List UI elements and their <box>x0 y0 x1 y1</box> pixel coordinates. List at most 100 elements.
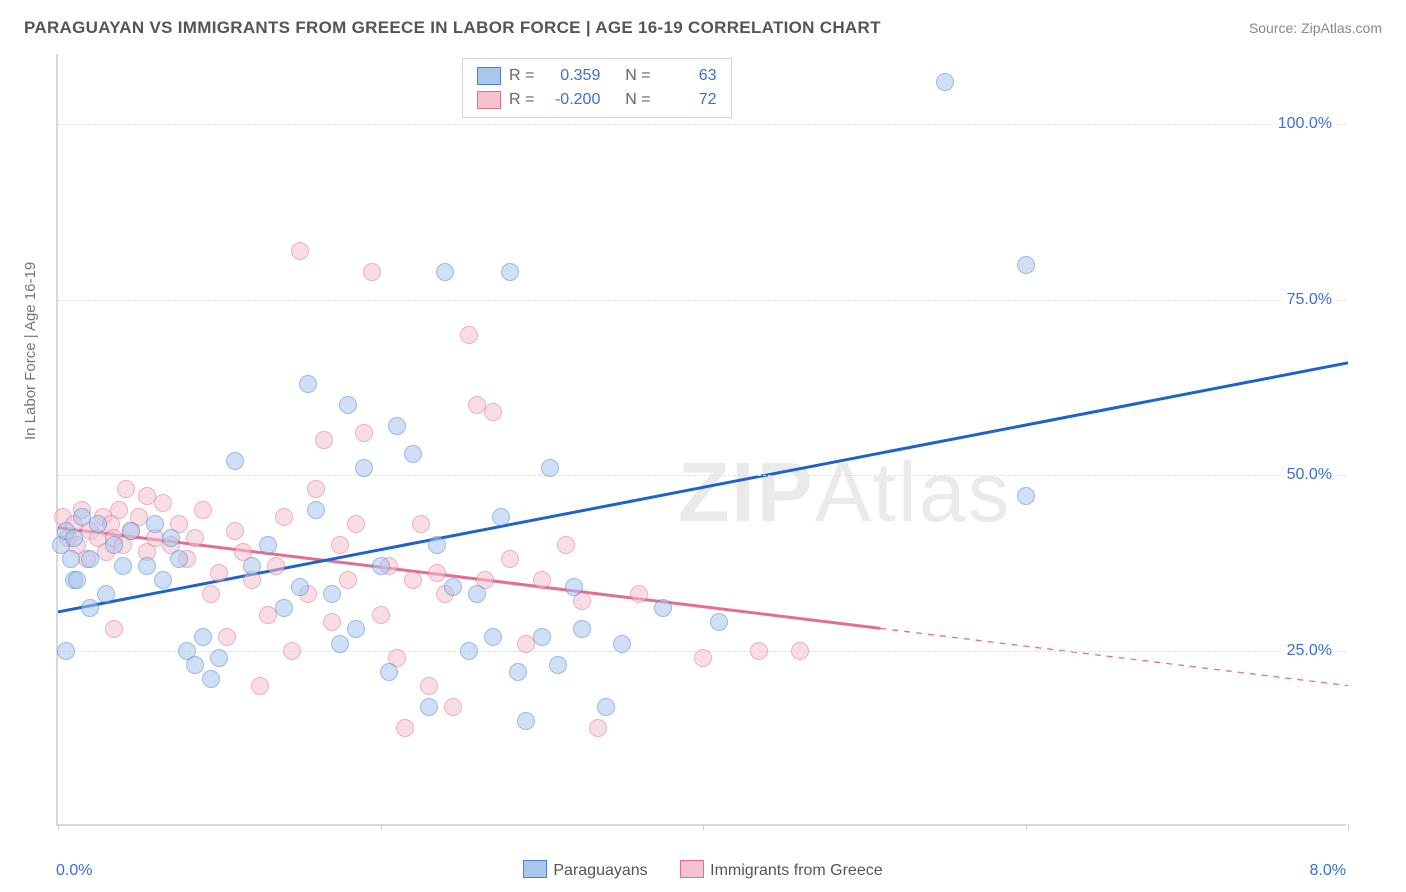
scatter-point-paraguayans <box>226 452 244 470</box>
scatter-point-greece <box>202 585 220 603</box>
scatter-point-paraguayans <box>307 501 325 519</box>
y-tick-label: 100.0% <box>1274 115 1336 133</box>
scatter-point-greece <box>218 628 236 646</box>
scatter-point-greece <box>428 564 446 582</box>
scatter-point-paraguayans <box>347 620 365 638</box>
scatter-point-paraguayans <box>162 529 180 547</box>
scatter-point-paraguayans <box>81 599 99 617</box>
x-tick-mark <box>1348 824 1349 830</box>
trendline <box>58 528 880 629</box>
trendline <box>880 628 1348 685</box>
scatter-point-paraguayans <box>243 557 261 575</box>
scatter-point-paraguayans <box>339 396 357 414</box>
scatter-point-greece <box>750 642 768 660</box>
scatter-point-paraguayans <box>517 712 535 730</box>
gridline <box>58 124 1346 125</box>
scatter-point-paraguayans <box>122 522 140 540</box>
scatter-point-paraguayans <box>1017 487 1035 505</box>
r-value-a: 0.359 <box>542 64 600 88</box>
scatter-point-paraguayans <box>259 536 277 554</box>
scatter-point-paraguayans <box>57 642 75 660</box>
swatch-paraguayans-icon <box>477 67 501 85</box>
correlation-legend: R = 0.359 N = 63 R = -0.200 N = 72 <box>462 58 732 118</box>
scatter-point-paraguayans <box>194 628 212 646</box>
scatter-point-paraguayans <box>565 578 583 596</box>
swatch-greece-icon <box>680 860 704 878</box>
scatter-point-paraguayans <box>1017 256 1035 274</box>
scatter-point-greece <box>501 550 519 568</box>
scatter-point-paraguayans <box>436 263 454 281</box>
source-label: Source: ZipAtlas.com <box>1249 20 1382 36</box>
series-legend: Paraguayans Immigrants from Greece <box>0 860 1406 880</box>
scatter-point-paraguayans <box>533 628 551 646</box>
scatter-point-greece <box>630 585 648 603</box>
scatter-point-greece <box>420 677 438 695</box>
scatter-point-paraguayans <box>323 585 341 603</box>
scatter-point-paraguayans <box>541 459 559 477</box>
n-value-b: 72 <box>659 88 717 112</box>
scatter-point-greece <box>791 642 809 660</box>
scatter-point-paraguayans <box>170 550 188 568</box>
scatter-point-greece <box>105 620 123 638</box>
chart-title: PARAGUAYAN VS IMMIGRANTS FROM GREECE IN … <box>24 18 881 38</box>
scatter-point-greece <box>363 263 381 281</box>
scatter-point-greece <box>347 515 365 533</box>
scatter-point-paraguayans <box>105 536 123 554</box>
scatter-point-greece <box>154 494 172 512</box>
scatter-point-paraguayans <box>613 635 631 653</box>
scatter-point-greece <box>186 529 204 547</box>
x-tick-min: 0.0% <box>56 862 92 880</box>
scatter-point-paraguayans <box>380 663 398 681</box>
legend-row-a: R = 0.359 N = 63 <box>477 64 717 88</box>
watermark: ZIPAtlas <box>678 444 1011 541</box>
scatter-point-paraguayans <box>355 459 373 477</box>
scatter-point-greece <box>404 571 422 589</box>
scatter-point-greece <box>396 719 414 737</box>
x-tick-mark <box>1026 824 1027 830</box>
swatch-paraguayans-icon <box>523 860 547 878</box>
scatter-point-paraguayans <box>89 515 107 533</box>
scatter-point-greece <box>412 515 430 533</box>
scatter-point-paraguayans <box>460 642 478 660</box>
scatter-plot: ZIPAtlas R = 0.359 N = 63 R = -0.200 N =… <box>56 54 1346 826</box>
scatter-point-paraguayans <box>468 585 486 603</box>
y-axis-label: In Labor Force | Age 16-19 <box>22 262 39 440</box>
scatter-point-paraguayans <box>428 536 446 554</box>
scatter-point-paraguayans <box>68 571 86 589</box>
scatter-point-greece <box>484 403 502 421</box>
scatter-point-paraguayans <box>81 550 99 568</box>
scatter-point-paraguayans <box>372 557 390 575</box>
scatter-point-paraguayans <box>331 635 349 653</box>
scatter-point-paraguayans <box>501 263 519 281</box>
scatter-point-greece <box>267 557 285 575</box>
scatter-point-paraguayans <box>65 529 83 547</box>
scatter-point-greece <box>557 536 575 554</box>
scatter-point-paraguayans <box>275 599 293 617</box>
scatter-point-greece <box>339 571 357 589</box>
scatter-point-paraguayans <box>388 417 406 435</box>
gridline <box>58 300 1346 301</box>
scatter-point-paraguayans <box>936 73 954 91</box>
scatter-point-paraguayans <box>146 515 164 533</box>
scatter-point-greece <box>283 642 301 660</box>
y-tick-label: 50.0% <box>1283 466 1336 484</box>
scatter-point-paraguayans <box>404 445 422 463</box>
scatter-point-greece <box>444 698 462 716</box>
scatter-point-paraguayans <box>210 649 228 667</box>
x-tick-max: 8.0% <box>1310 862 1346 880</box>
scatter-point-greece <box>210 564 228 582</box>
scatter-point-greece <box>315 431 333 449</box>
scatter-point-paraguayans <box>299 375 317 393</box>
legend-item-a: Paraguayans <box>523 862 652 879</box>
scatter-point-greece <box>117 480 135 498</box>
scatter-point-greece <box>194 501 212 519</box>
scatter-point-greece <box>460 326 478 344</box>
scatter-point-greece <box>226 522 244 540</box>
x-tick-mark <box>58 824 59 830</box>
scatter-point-greece <box>533 571 551 589</box>
scatter-point-paraguayans <box>97 585 115 603</box>
scatter-point-paraguayans <box>420 698 438 716</box>
scatter-point-greece <box>323 613 341 631</box>
n-value-a: 63 <box>659 64 717 88</box>
scatter-point-paraguayans <box>202 670 220 688</box>
